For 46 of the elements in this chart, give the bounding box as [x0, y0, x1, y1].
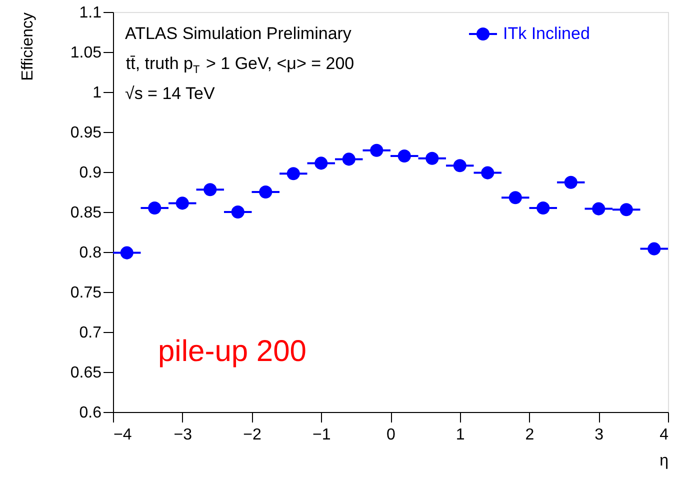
legend-label: ITk Inclined: [503, 24, 590, 43]
point: [120, 246, 134, 260]
x-tick-label: −2: [243, 426, 262, 444]
point: [231, 205, 244, 219]
point: [453, 159, 466, 172]
point: [592, 202, 606, 216]
y-tick-label: 0.75: [70, 284, 102, 302]
point: [536, 201, 550, 215]
annotation: √s = 14 TeV: [125, 84, 216, 103]
point: [342, 152, 356, 166]
x-axis-title: η: [660, 452, 668, 470]
annotation: pile-up 200: [158, 335, 306, 368]
y-axis-title: Efficiency: [20, 12, 36, 81]
y-tick-label: 0.95: [70, 124, 102, 142]
annotation: ATLAS Simulation Preliminary: [125, 24, 352, 43]
y-tick-label: 0.65: [70, 364, 102, 382]
point: [314, 156, 328, 170]
point: [620, 203, 633, 216]
point: [259, 185, 272, 199]
point: [426, 152, 439, 165]
y-tick-label: 0.8: [79, 244, 102, 262]
point: [481, 166, 494, 180]
x-tick-label: −3: [174, 426, 192, 444]
x-tick-label: 0: [386, 426, 396, 444]
y-tick-label: 1: [92, 84, 102, 102]
y-tick-label: 0.7: [79, 324, 102, 342]
x-tick-label: −1: [312, 426, 331, 444]
point: [564, 176, 578, 189]
point: [176, 196, 189, 210]
point: [398, 149, 411, 163]
point: [370, 144, 384, 157]
x-tick-label: 2: [525, 426, 534, 444]
y-tick-label: 1.1: [79, 4, 102, 22]
x-tick-label: 4: [660, 426, 669, 444]
point: [148, 201, 162, 215]
y-tick-label: 0.6: [79, 404, 102, 422]
x-tick-label: −4: [114, 426, 132, 444]
point: [648, 242, 661, 256]
point: [508, 191, 522, 204]
x-tick-label: 3: [594, 426, 604, 444]
point: [204, 183, 217, 196]
point: [286, 167, 300, 180]
y-tick-label: 0.9: [79, 164, 102, 182]
y-tick-label: 0.85: [70, 204, 102, 222]
x-tick-label: 1: [456, 426, 465, 444]
y-tick-label: 1.05: [70, 44, 102, 62]
